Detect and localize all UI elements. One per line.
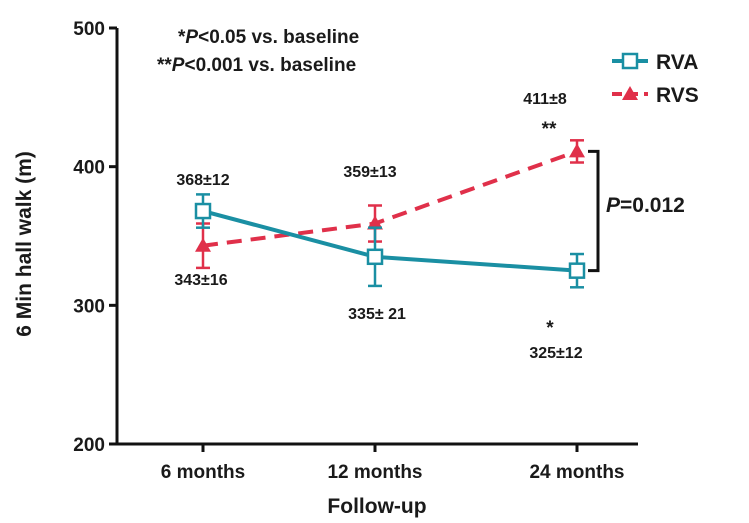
rvs-data-label: 359±13	[343, 164, 396, 181]
rva-point	[194, 202, 212, 220]
y-tick-label: 300	[73, 296, 105, 317]
note-text: <0.001 vs. baseline	[184, 55, 356, 76]
rvs-point	[195, 237, 211, 252]
x-tick-label: 12 months	[327, 462, 422, 483]
x-tick-label: 6 months	[161, 462, 245, 483]
significance-notes: *P<0.05 vs. baseline**P<0.001 vs. baseli…	[157, 27, 685, 273]
rva-point	[366, 248, 384, 266]
legend: RVA RVS	[612, 51, 699, 107]
note-p-symbol: P	[185, 27, 198, 48]
comparison-p-value: P=0.012	[606, 194, 685, 217]
comparison-bracket	[588, 149, 600, 273]
p-symbol: P	[606, 194, 621, 217]
rva-data-label: 335± 21	[348, 306, 406, 323]
significance-marker-rva: *	[546, 318, 554, 339]
rvs-data-label: 411±8	[523, 91, 567, 108]
rvs-point	[569, 143, 585, 158]
legend-rvs-label: RVS	[656, 84, 699, 107]
note-text: <0.05 vs. baseline	[198, 27, 359, 48]
axes: 200 300 400 500 6 months 12 months 24 months Fo…	[13, 19, 638, 518]
series-markers	[194, 139, 586, 289]
significance-marker-rvs: **	[542, 119, 557, 140]
note-prefix: *	[178, 27, 186, 48]
rva-data-label: 368±12	[176, 172, 229, 189]
note-p-symbol: P	[172, 55, 185, 76]
rva-series-line	[202, 209, 578, 273]
significance-note: **P<0.001 vs. baseline	[157, 55, 356, 76]
legend-rva-marker	[621, 52, 639, 70]
y-tick-label: 200	[73, 435, 105, 456]
significance-note: *P<0.05 vs. baseline	[178, 27, 359, 48]
y-tick-label: 500	[73, 19, 105, 40]
y-axis-title: 6 Min hall walk (m)	[13, 151, 36, 337]
rva-data-label: 325±12	[529, 345, 582, 362]
note-prefix: **	[157, 55, 172, 76]
legend-rvs-marker	[622, 86, 638, 100]
rva-point	[568, 262, 586, 279]
p-value-text: =0.012	[620, 194, 685, 217]
rvs-point	[367, 215, 383, 230]
x-axis-title: Follow-up	[327, 495, 426, 518]
y-tick-label: 400	[73, 158, 105, 179]
rvs-data-label: 343±16	[174, 272, 227, 289]
x-tick-label: 24 months	[529, 462, 624, 483]
legend-rva-label: RVA	[656, 51, 698, 74]
